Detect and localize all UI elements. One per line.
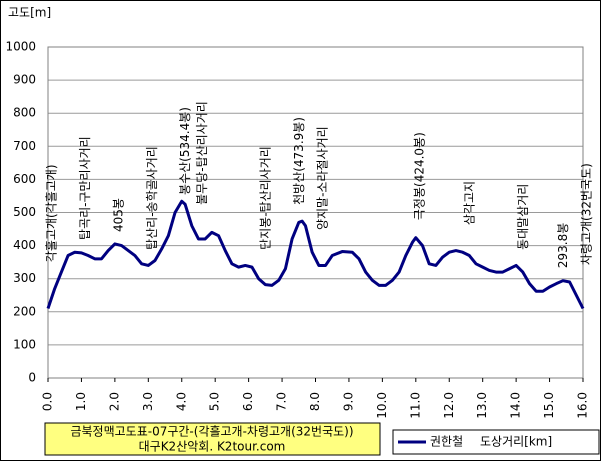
annotation: 동대말삼거리 <box>516 184 530 250</box>
x-tick-label: 2.0 <box>107 392 121 411</box>
y-tick-label: 0 <box>28 371 36 385</box>
annotation: 양지말-소라절사거리 <box>315 126 329 230</box>
annotation: 극정봉(424.0봉) <box>412 132 426 220</box>
legend-box <box>392 429 600 455</box>
annotation: 탑곡리-구만리사거리 <box>78 136 92 240</box>
x-tick-label: 1.0 <box>74 392 88 411</box>
annotation: 불무당-탑산리사거리 <box>195 101 209 205</box>
annotation: 탑산리-송학골사거리 <box>145 146 159 250</box>
elevation-line <box>46 199 585 310</box>
x-tick-label: 5.0 <box>208 392 222 411</box>
y-tick-label: 600 <box>13 172 36 186</box>
annotation: 각흘고개(각흘고개) <box>45 164 59 262</box>
annotation: 단지봉-탑산리사거리 <box>259 146 273 250</box>
title-box <box>44 422 381 456</box>
annotation: 293.8봉 <box>556 223 570 268</box>
x-tick-label: 10.0 <box>375 392 389 419</box>
annotation: 봉수산(534.4봉) <box>178 107 192 195</box>
chart-subtitle: 대구K2산악회. K2tour.com <box>139 440 286 454</box>
y-tick-label: 400 <box>13 238 36 252</box>
x-tick-label: 8.0 <box>308 392 322 411</box>
chart-title: 금북정맥고도표-07구간-(각흘고개-차령고개(32번국도)) <box>70 425 353 439</box>
y-tick-label: 700 <box>13 139 36 153</box>
y-tick-label: 800 <box>13 106 36 120</box>
annotation: 천방산(473.9봉) <box>291 117 306 205</box>
legend-label: 권한철 <box>430 435 463 449</box>
y-tick-label: 200 <box>13 304 36 318</box>
y-axis-title: 고도[m] <box>8 6 51 20</box>
x-tick-label: 13.0 <box>475 392 489 419</box>
annotation: 차령고개(32번국도) <box>580 163 594 265</box>
x-axis-title: 도상거리[km] <box>480 435 552 449</box>
x-tick-label: 12.0 <box>442 392 456 419</box>
x-tick-label: 3.0 <box>141 392 155 411</box>
annotation: 405봉 <box>111 198 125 232</box>
y-tick-label: 100 <box>13 337 36 351</box>
y-tick-label: 300 <box>13 271 36 285</box>
x-tick-label: 9.0 <box>341 392 355 411</box>
x-tick-label: 6.0 <box>241 392 255 411</box>
x-tick-label: 15.0 <box>542 392 556 419</box>
y-tick-label: 1000 <box>5 40 36 54</box>
x-tick-label: 14.0 <box>509 392 523 419</box>
x-tick-label: 11.0 <box>408 392 422 419</box>
y-tick-label: 500 <box>13 205 36 219</box>
annotation: 삼각고지 <box>462 181 476 225</box>
y-tick-label: 900 <box>13 73 36 87</box>
x-tick-label: 0.0 <box>41 392 55 411</box>
x-tick-label: 16.0 <box>576 392 590 419</box>
x-tick-label: 7.0 <box>275 392 289 411</box>
x-tick-label: 4.0 <box>174 392 188 411</box>
